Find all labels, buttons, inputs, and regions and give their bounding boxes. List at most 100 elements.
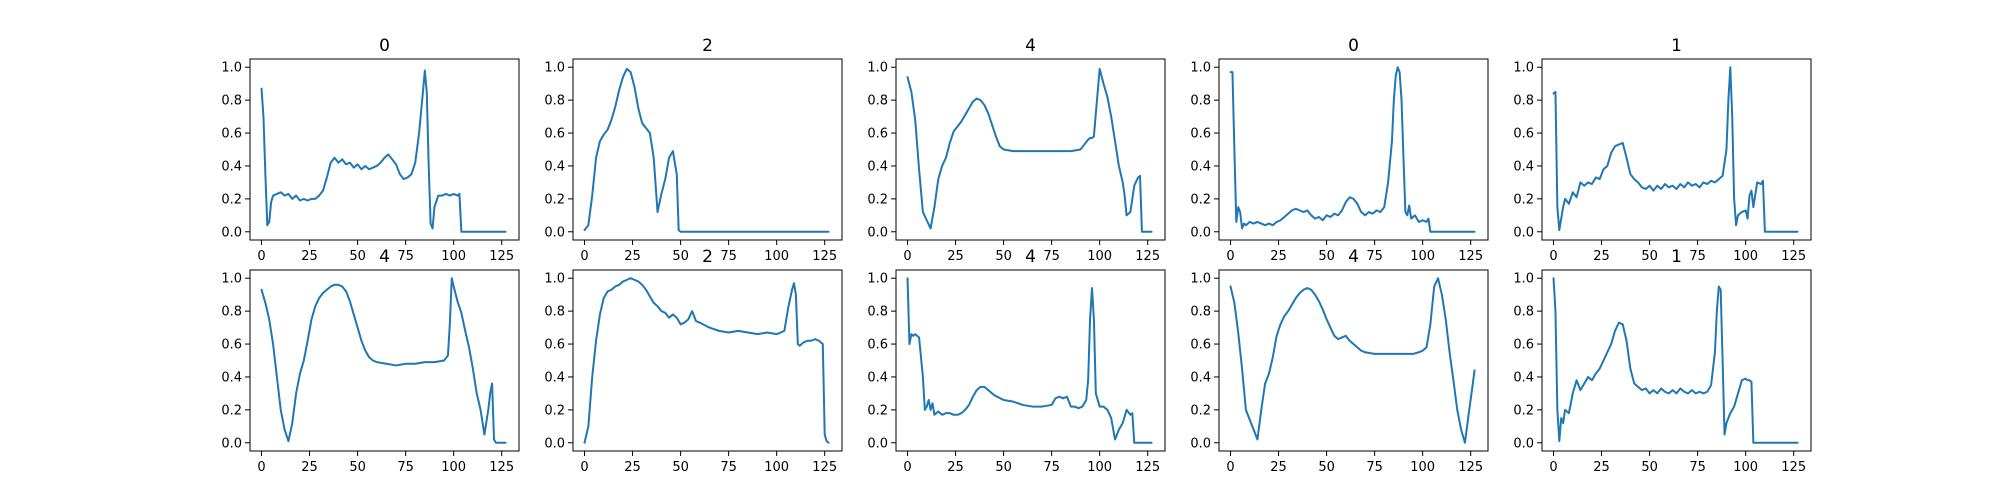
y-tick-label: 0.2 [221, 192, 242, 207]
subplot-title: 2 [702, 36, 713, 56]
x-tick-label: 50 [349, 460, 366, 475]
x-tick-label: 0 [580, 460, 588, 475]
x-tick-label: 0 [903, 460, 911, 475]
subplot-title: 1 [1671, 36, 1682, 56]
x-tick-label: 125 [812, 249, 837, 264]
subplot-title: 0 [379, 36, 390, 56]
subplot-1: 0 25 50 75 100 125 0.0 0.2 0.4 0.6 0.8 1.0 2 [544, 36, 843, 264]
subplot-0: 0 25 50 75 100 125 0.0 0.2 0.4 0.6 0.8 1.0 0 [221, 36, 520, 264]
y-tick-label: 0.6 [1190, 127, 1211, 142]
x-tick-label: 75 [1689, 460, 1706, 475]
x-tick-label: 0 [1226, 249, 1234, 264]
y-tick-label: 0.4 [1190, 159, 1211, 174]
x-tick-label: 75 [1689, 249, 1706, 264]
axes-frame [1218, 269, 1489, 452]
x-tick-label: 25 [947, 249, 964, 264]
x-tick-label: 50 [995, 249, 1012, 264]
subplot-title: 4 [1025, 36, 1036, 56]
y-tick-label: 0.0 [544, 225, 565, 240]
axes-frame [572, 58, 843, 241]
y-tick-label: 0.6 [867, 338, 888, 353]
y-tick-label: 0.4 [867, 370, 888, 385]
subplot-3: 0 25 50 75 100 125 0.0 0.2 0.4 0.6 0.8 1.0 0 [1190, 36, 1489, 264]
x-tick-label: 0 [257, 249, 265, 264]
x-tick-label: 100 [1410, 460, 1435, 475]
x-tick-label: 25 [1593, 460, 1610, 475]
x-tick-label: 75 [1043, 249, 1060, 264]
x-tick-label: 125 [1458, 460, 1483, 475]
y-tick-label: 0.4 [1513, 370, 1534, 385]
axes-frame [249, 58, 520, 241]
series-line [906, 67, 1153, 233]
x-tick-label: 50 [672, 460, 689, 475]
x-tick-label: 25 [301, 460, 318, 475]
y-tick-label: 0.8 [867, 94, 888, 109]
y-tick-label: 1.0 [1513, 272, 1534, 287]
x-tick-label: 75 [720, 249, 737, 264]
x-tick-label: 125 [812, 460, 837, 475]
y-tick-label: 0.6 [1513, 338, 1534, 353]
x-tick-label: 50 [995, 460, 1012, 475]
x-tick-label: 100 [1733, 460, 1758, 475]
x-tick-label: 25 [947, 460, 964, 475]
x-tick-label: 25 [301, 249, 318, 264]
y-tick-label: 0.2 [1513, 403, 1534, 418]
y-tick-label: 0.4 [221, 159, 242, 174]
y-tick-label: 1.0 [867, 61, 888, 76]
y-tick-label: 0.6 [544, 338, 565, 353]
y-tick-label: 0.2 [544, 403, 565, 418]
x-tick-label: 100 [441, 249, 466, 264]
series-line [1229, 66, 1476, 233]
y-tick-label: 0.8 [544, 94, 565, 109]
x-tick-label: 125 [1781, 460, 1806, 475]
axes-frame [895, 269, 1166, 452]
subplot-7: 0 25 50 75 100 125 0.0 0.2 0.4 0.6 0.8 1.0 4 [867, 247, 1166, 475]
y-tick-label: 0.2 [544, 192, 565, 207]
subplot-title: 1 [1671, 247, 1682, 267]
x-tick-label: 25 [1270, 460, 1287, 475]
y-tick-label: 0.2 [867, 403, 888, 418]
x-tick-label: 100 [1410, 249, 1435, 264]
x-tick-label: 0 [1226, 460, 1234, 475]
y-tick-label: 0.8 [221, 94, 242, 109]
subplot-title: 4 [1348, 247, 1359, 267]
y-tick-label: 1.0 [221, 272, 242, 287]
x-tick-label: 0 [903, 249, 911, 264]
x-tick-label: 100 [1733, 249, 1758, 264]
x-tick-label: 125 [489, 460, 514, 475]
axes-frame [895, 58, 1166, 241]
y-tick-label: 0.8 [221, 305, 242, 320]
series-line [1552, 277, 1799, 444]
axes-frame [1541, 269, 1812, 452]
x-tick-label: 50 [349, 249, 366, 264]
x-tick-label: 75 [1366, 460, 1383, 475]
x-tick-label: 50 [672, 249, 689, 264]
y-tick-label: 0.8 [1190, 305, 1211, 320]
x-tick-label: 0 [1549, 249, 1557, 264]
x-tick-label: 75 [397, 249, 414, 264]
subplot-6: 0 25 50 75 100 125 0.0 0.2 0.4 0.6 0.8 1.0 2 [544, 247, 843, 475]
y-tick-label: 0.4 [544, 370, 565, 385]
y-tick-label: 1.0 [1190, 61, 1211, 76]
y-tick-label: 0.4 [1513, 159, 1534, 174]
y-tick-label: 0.4 [544, 159, 565, 174]
y-tick-label: 0.2 [1190, 192, 1211, 207]
x-tick-label: 0 [257, 460, 265, 475]
y-tick-label: 0.8 [867, 305, 888, 320]
x-tick-label: 100 [1087, 460, 1112, 475]
subplot-4: 0 25 50 75 100 125 0.0 0.2 0.4 0.6 0.8 1.0 1 [1513, 36, 1812, 264]
y-tick-label: 1.0 [221, 61, 242, 76]
y-tick-label: 0.0 [1190, 436, 1211, 451]
x-tick-label: 125 [1135, 460, 1160, 475]
x-tick-label: 0 [1549, 460, 1557, 475]
series-line [1229, 277, 1476, 444]
y-tick-label: 0.4 [1190, 370, 1211, 385]
x-tick-label: 75 [1043, 460, 1060, 475]
series-line [260, 69, 507, 233]
y-tick-label: 1.0 [1190, 272, 1211, 287]
y-tick-label: 0.6 [221, 338, 242, 353]
subplot-8: 0 25 50 75 100 125 0.0 0.2 0.4 0.6 0.8 1.0 4 [1190, 247, 1489, 475]
x-tick-label: 100 [764, 249, 789, 264]
y-tick-label: 0.0 [1513, 436, 1534, 451]
subplot-title: 2 [702, 247, 713, 267]
